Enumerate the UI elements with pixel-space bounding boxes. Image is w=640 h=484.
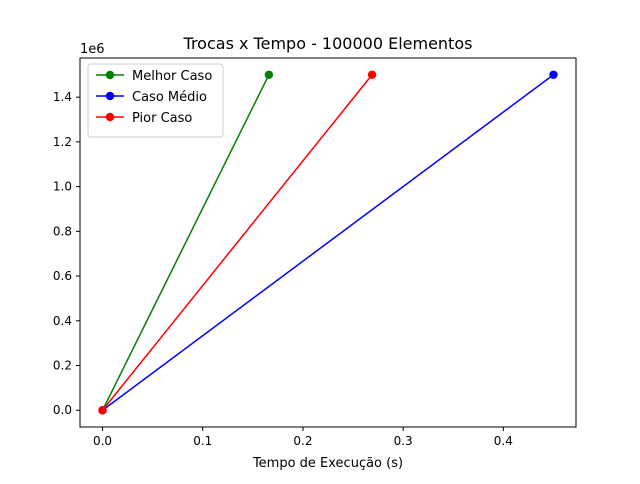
series-point [367, 70, 377, 79]
y-tick-label: 0.2 [53, 359, 72, 373]
x-tick-label: 0.1 [193, 434, 212, 448]
legend-marker [105, 70, 115, 80]
legend-label: Melhor Caso [132, 69, 212, 84]
y-tick-label: 0.8 [53, 224, 72, 238]
legend-marker [105, 91, 115, 101]
series-point [264, 70, 274, 79]
y-tick-label: 1.0 [53, 180, 72, 194]
legend-label: Caso Médio [132, 90, 207, 105]
y-offset-label: 1e6 [80, 42, 105, 57]
series-line [101, 74, 270, 411]
x-tick-label: 0.3 [394, 434, 413, 448]
chart-title: Trocas x Tempo - 100000 Elementos [183, 34, 473, 53]
x-tick-label: 0.4 [494, 434, 513, 448]
legend-label: Pior Caso [132, 111, 192, 126]
plot-frame [79, 57, 577, 428]
x-axis-ticks: 0.0 0.1 0.2 0.3 0.4 [93, 427, 513, 448]
legend-box [87, 63, 224, 138]
y-tick-label: 1.2 [53, 135, 72, 149]
series-point [98, 406, 107, 415]
y-tick-label: 0.4 [53, 314, 72, 328]
y-tick-label: 1.4 [53, 90, 72, 104]
series-line [101, 74, 373, 411]
legend: Melhor Caso Caso Médio Pior Caso [87, 63, 224, 138]
x-axis-label: Tempo de Execução (s) [252, 456, 403, 471]
x-tick-label: 0.0 [93, 434, 112, 448]
series-point [549, 70, 558, 79]
x-tick-label: 0.2 [293, 434, 312, 448]
series-line [102, 74, 554, 411]
y-tick-label: 0.0 [53, 403, 72, 417]
series-layer [98, 70, 558, 415]
y-tick-label: 0.6 [53, 269, 72, 283]
y-axis-ticks: 0.0 0.2 0.4 0.6 0.8 1.0 1.2 1.4 [53, 90, 80, 417]
legend-marker [105, 112, 115, 122]
